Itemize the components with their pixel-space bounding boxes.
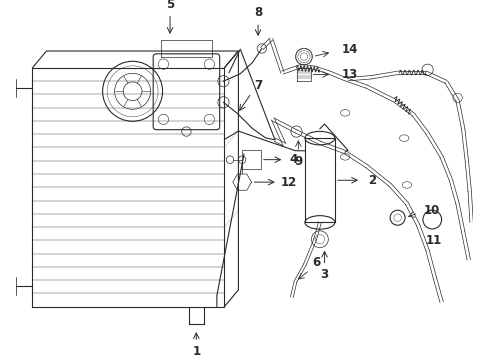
Text: 8: 8 [253,6,262,19]
Text: 11: 11 [425,234,441,247]
Text: 12: 12 [280,176,297,189]
Text: 4: 4 [289,153,297,166]
Text: 13: 13 [341,68,357,81]
Text: 9: 9 [294,155,302,168]
Text: 14: 14 [341,42,357,56]
Text: 2: 2 [367,174,376,187]
Text: 3: 3 [320,268,328,282]
Text: 5: 5 [165,0,174,11]
Text: 6: 6 [311,256,320,269]
Text: 7: 7 [253,79,262,92]
Text: 1: 1 [192,345,200,358]
Text: 10: 10 [423,204,439,217]
